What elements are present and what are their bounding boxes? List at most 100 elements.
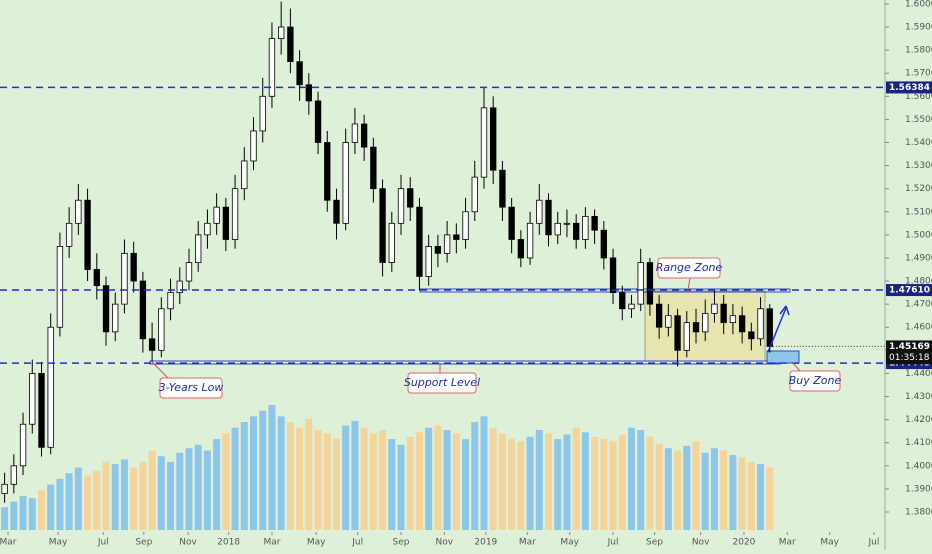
x-tick-label: Mar [519,538,536,548]
candle-body [314,100,322,143]
volume-bar [305,418,313,530]
volume-bar [655,443,663,530]
level-label: 1.56384 [889,83,930,93]
callout-box [159,377,223,399]
volume-bar [167,461,175,530]
level-label: 1.47610 [889,286,930,296]
candle-body [93,269,100,287]
x-tick-label: May [820,538,839,548]
candle-body [176,280,183,293]
candle-body [56,246,64,328]
volume-bar [185,448,193,530]
candle-body [1,483,8,494]
volume-bar [47,484,55,530]
volume-bar [351,420,359,530]
candle-body [637,262,644,305]
y-tick-label: 1.57000 [905,69,932,79]
volume-bar [498,433,506,530]
x-tick-label: May [49,538,68,548]
volume-bar [462,439,470,530]
candle-body [517,239,525,259]
candle-body [29,373,36,425]
callout-pointer [151,361,169,379]
y-tick-label: 1.60000 [905,0,932,9]
volume-bar [231,427,239,530]
y-tick-label: 1.47000 [905,300,932,310]
candle-body [720,303,727,324]
volume-bar [120,459,128,530]
volume-bar [84,475,92,530]
candle-body [259,95,266,132]
last-price-label: 1.45169 [889,342,930,352]
y-tick-label: 1.53000 [905,161,932,171]
y-tick-label: 1.56000 [905,92,932,102]
volume-bar [277,416,285,530]
candle-body [619,292,626,310]
volume-bar [720,450,728,530]
volume-bar [738,457,746,530]
volume-bar [609,441,617,530]
volume-bar [766,467,774,530]
candle-body [748,331,755,340]
volume-bar [563,434,571,530]
candle-body [278,26,285,39]
last-price-tag [886,340,932,365]
candle-body [480,107,488,178]
callout-box [657,257,721,279]
candle-body [609,257,617,293]
volume-bar [203,450,211,530]
candle-body [241,160,248,190]
volume-bar [572,427,580,530]
candle-body [729,315,737,324]
y-tick-label: 1.52000 [905,184,932,194]
y-tick-label: 1.39000 [905,484,932,494]
y-tick-label: 1.51000 [905,207,932,217]
volume-bar [425,427,433,530]
volume-bar [434,425,442,530]
volume-bar [176,452,184,530]
volume-bar [674,450,682,530]
volume-bar [591,436,599,530]
candle-body [434,246,442,254]
volume-bar [729,455,737,530]
volume-bar [250,416,258,530]
candle-body [471,176,478,213]
candle-body [19,423,27,467]
volume-bar [388,439,396,530]
y-tick-label: 1.38000 [905,507,932,517]
volume-bar [65,473,73,530]
candle-body [10,465,17,485]
volume-bar [471,422,479,530]
y-tick-label: 1.42000 [905,415,932,425]
candle-body [692,322,700,333]
volume-bar [130,467,138,530]
volume-bar [627,427,635,530]
candle-body [287,26,294,63]
candle-body [711,303,718,314]
candle-body [102,285,110,333]
volume-bar [240,422,248,530]
candle-body [646,262,654,305]
x-tick-label: Mar [779,538,796,548]
candle-body [185,262,193,282]
candle-body [443,234,451,254]
candle-body [148,338,156,351]
x-tick-label: May [307,538,326,548]
candle-body [204,222,211,236]
candle-body [388,222,395,263]
volume-bar [600,439,608,530]
volume-bar [480,416,488,530]
volume-bar [1,507,9,530]
buy-zone [766,350,800,364]
candle-body [526,222,534,259]
x-tick-label: Jul [351,538,363,548]
volume-bar [554,439,562,530]
x-tick-label: 2019 [474,538,497,548]
candle-body [112,303,119,333]
volume-bar [452,433,460,530]
candle-body [84,199,91,270]
y-tick-label: 1.40000 [905,461,932,471]
candle-body [591,215,598,231]
candle-body [47,326,54,448]
